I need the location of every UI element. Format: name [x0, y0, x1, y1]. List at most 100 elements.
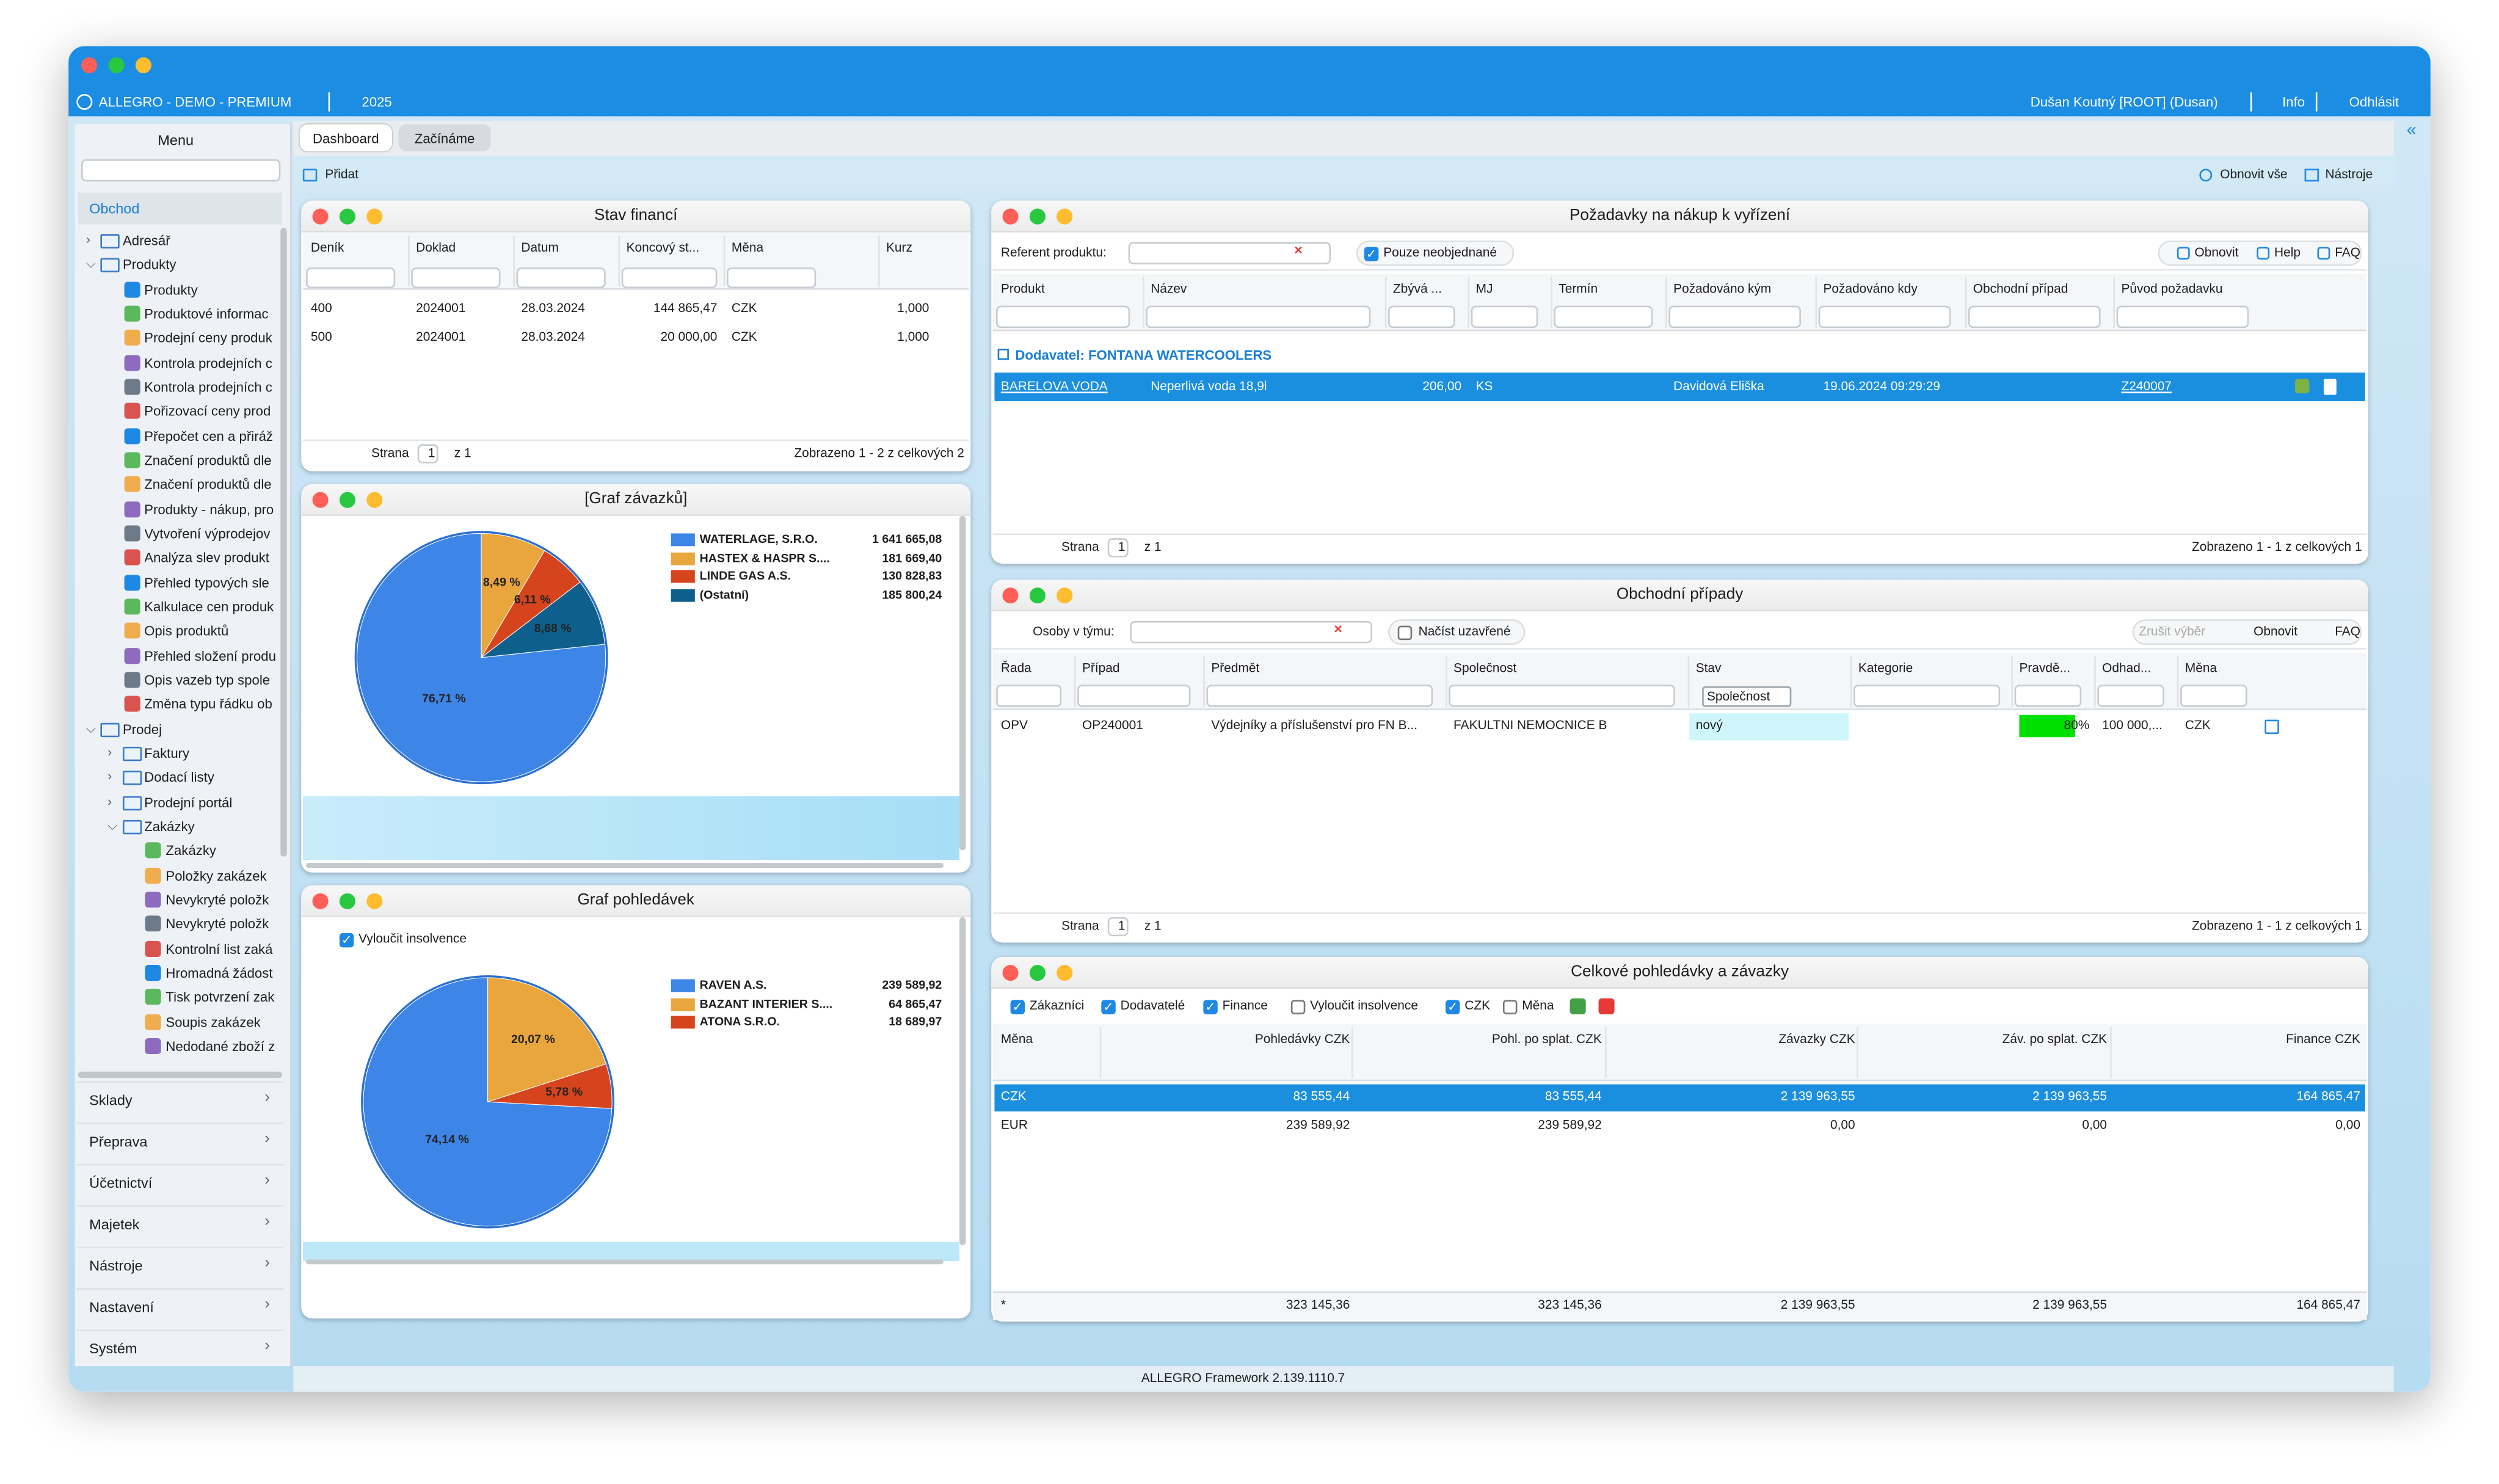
tree-folder[interactable]: Zakázky [144, 818, 195, 834]
column-header[interactable]: Řada [1000, 661, 1031, 675]
window-button[interactable] [366, 492, 383, 508]
sidebar-section[interactable]: Systém [89, 1340, 137, 1357]
sidebar-section[interactable]: Nástroje [89, 1257, 143, 1274]
tab-label[interactable]: Dashboard [313, 129, 379, 146]
sidebar-section[interactable]: Nastavení [89, 1299, 154, 1315]
tree-item[interactable]: Opis produktů [144, 623, 229, 639]
tree-folder[interactable]: Produkty [122, 256, 176, 273]
window-button[interactable] [1002, 587, 1019, 604]
tree-item[interactable]: Přepočet cen a přiráž [144, 427, 274, 444]
table-cell[interactable]: BARELOVA VODA [1000, 379, 1108, 394]
input-field[interactable] [306, 267, 396, 288]
tree-item[interactable]: Značení produktů dle [144, 476, 272, 493]
window-button[interactable] [339, 208, 355, 225]
pager-page[interactable]: 1 [1118, 539, 1126, 555]
input-field[interactable] [1853, 685, 2001, 707]
input-field[interactable] [411, 267, 501, 288]
info-link[interactable]: Info [2282, 93, 2305, 110]
tree-item[interactable]: Kontrola prodejních c [144, 379, 272, 395]
toolbar-button[interactable]: FAQ [2335, 245, 2360, 260]
tree-item[interactable]: Změna typu řádku ob [144, 696, 272, 713]
pager-page[interactable]: 1 [427, 446, 435, 460]
input-field[interactable] [1077, 685, 1191, 707]
tree-folder[interactable]: Faktury [144, 745, 190, 762]
tree-item[interactable]: Soupis zakázek [166, 1013, 261, 1030]
input-field[interactable] [417, 444, 438, 464]
column-header[interactable]: Kategorie [1858, 661, 1913, 675]
window-button[interactable] [1002, 208, 1019, 225]
tree-folder[interactable]: Prodej [122, 721, 162, 737]
tree-arrow[interactable]: ⌵ [85, 256, 96, 272]
tree-item[interactable]: Tisk potvrzení zak [166, 989, 275, 1005]
column-header[interactable]: Doklad [416, 240, 456, 255]
tree-item[interactable]: Přehled typových sle [144, 574, 269, 591]
window-button[interactable] [1057, 587, 1073, 604]
column-header[interactable]: Společnost [1453, 661, 1517, 675]
column-header[interactable]: Původ požadavku [2121, 282, 2223, 296]
tree-item[interactable]: Nevykryté položk [166, 891, 269, 907]
checkbox[interactable]: ✓ [1010, 999, 1025, 1014]
window-button[interactable] [135, 57, 151, 73]
input-field[interactable] [516, 267, 606, 288]
tab[interactable] [398, 124, 491, 151]
column-header[interactable]: Odhad... [2102, 661, 2152, 675]
tree-item[interactable]: Kalkulace cen produk [144, 598, 274, 615]
section-title[interactable]: Obchod [89, 200, 140, 217]
tree-item[interactable]: Kontrolní list zaká [166, 940, 273, 956]
logout-link[interactable]: Odhlásit [2349, 93, 2399, 110]
input-field[interactable] [727, 267, 817, 288]
tab[interactable] [299, 124, 392, 151]
export-icon[interactable] [1598, 998, 1615, 1014]
input-field[interactable] [2014, 685, 2082, 707]
input-field[interactable] [1107, 538, 1129, 558]
input-field[interactable] [1471, 305, 1538, 329]
window-button[interactable] [366, 208, 383, 225]
window-button[interactable] [108, 57, 125, 73]
column-header[interactable]: Měna [2184, 661, 2217, 675]
pager-page[interactable]: 1 [1118, 918, 1126, 933]
pie-slice[interactable] [480, 581, 606, 658]
input-field[interactable] [1206, 685, 1433, 707]
tree-item[interactable]: Nedodané zboží z [166, 1038, 275, 1054]
toolbar-button[interactable]: Help [2274, 245, 2301, 260]
input-field[interactable] [621, 267, 718, 288]
input-field[interactable] [2097, 685, 2164, 707]
edit-icon[interactable] [2264, 719, 2279, 734]
tree-folder[interactable]: Prodejní portál [144, 793, 233, 810]
window-button[interactable] [1029, 965, 1046, 981]
year[interactable]: 2025 [362, 93, 392, 110]
input-field[interactable] [1968, 305, 2101, 329]
window-button[interactable] [1029, 208, 1046, 225]
tree-item[interactable]: Hromadná žádost [166, 964, 273, 981]
input-field[interactable] [1107, 917, 1129, 937]
selected-row[interactable] [994, 373, 2365, 402]
column-header[interactable]: Datum [521, 240, 559, 255]
window-button[interactable] [312, 492, 329, 508]
tree-folder[interactable]: Dodací listy [144, 769, 214, 786]
toolbar-button[interactable]: Zrušit výběr [2139, 624, 2206, 639]
tree-item[interactable]: Značení produktů dle [144, 452, 272, 468]
input-field[interactable] [1146, 305, 1371, 329]
tools-button[interactable]: Nástroje [2325, 167, 2373, 182]
tree-item[interactable]: Kontrola prodejních c [144, 354, 272, 371]
add-button[interactable]: Přidat [325, 167, 358, 182]
tree-arrow[interactable]: ⌵ [107, 818, 118, 833]
sidebar-section[interactable]: Účetnictví [89, 1175, 153, 1191]
column-header[interactable]: Případ [1082, 661, 1120, 675]
window-button[interactable] [366, 893, 383, 909]
refresh-all-button[interactable]: Obnovit vše [2220, 167, 2288, 182]
tree-item[interactable]: Produkty [144, 281, 198, 297]
window-button[interactable] [339, 492, 355, 508]
input-field[interactable] [1388, 305, 1455, 329]
toolbar-button[interactable]: Obnovit [2194, 245, 2239, 260]
export-icon[interactable] [1570, 998, 1586, 1014]
window-button[interactable] [1002, 965, 1019, 981]
tree-folder[interactable]: Adresář [122, 232, 170, 249]
app-logo[interactable] [76, 93, 93, 110]
tree-arrow[interactable]: › [107, 793, 112, 809]
pie-slice[interactable] [487, 1063, 613, 1109]
sidebar-section[interactable]: Majetek [89, 1216, 140, 1233]
selected-row[interactable] [994, 1084, 2365, 1111]
table-cell[interactable]: Z240007 [2121, 379, 2172, 394]
input-field[interactable] [1818, 305, 1951, 329]
